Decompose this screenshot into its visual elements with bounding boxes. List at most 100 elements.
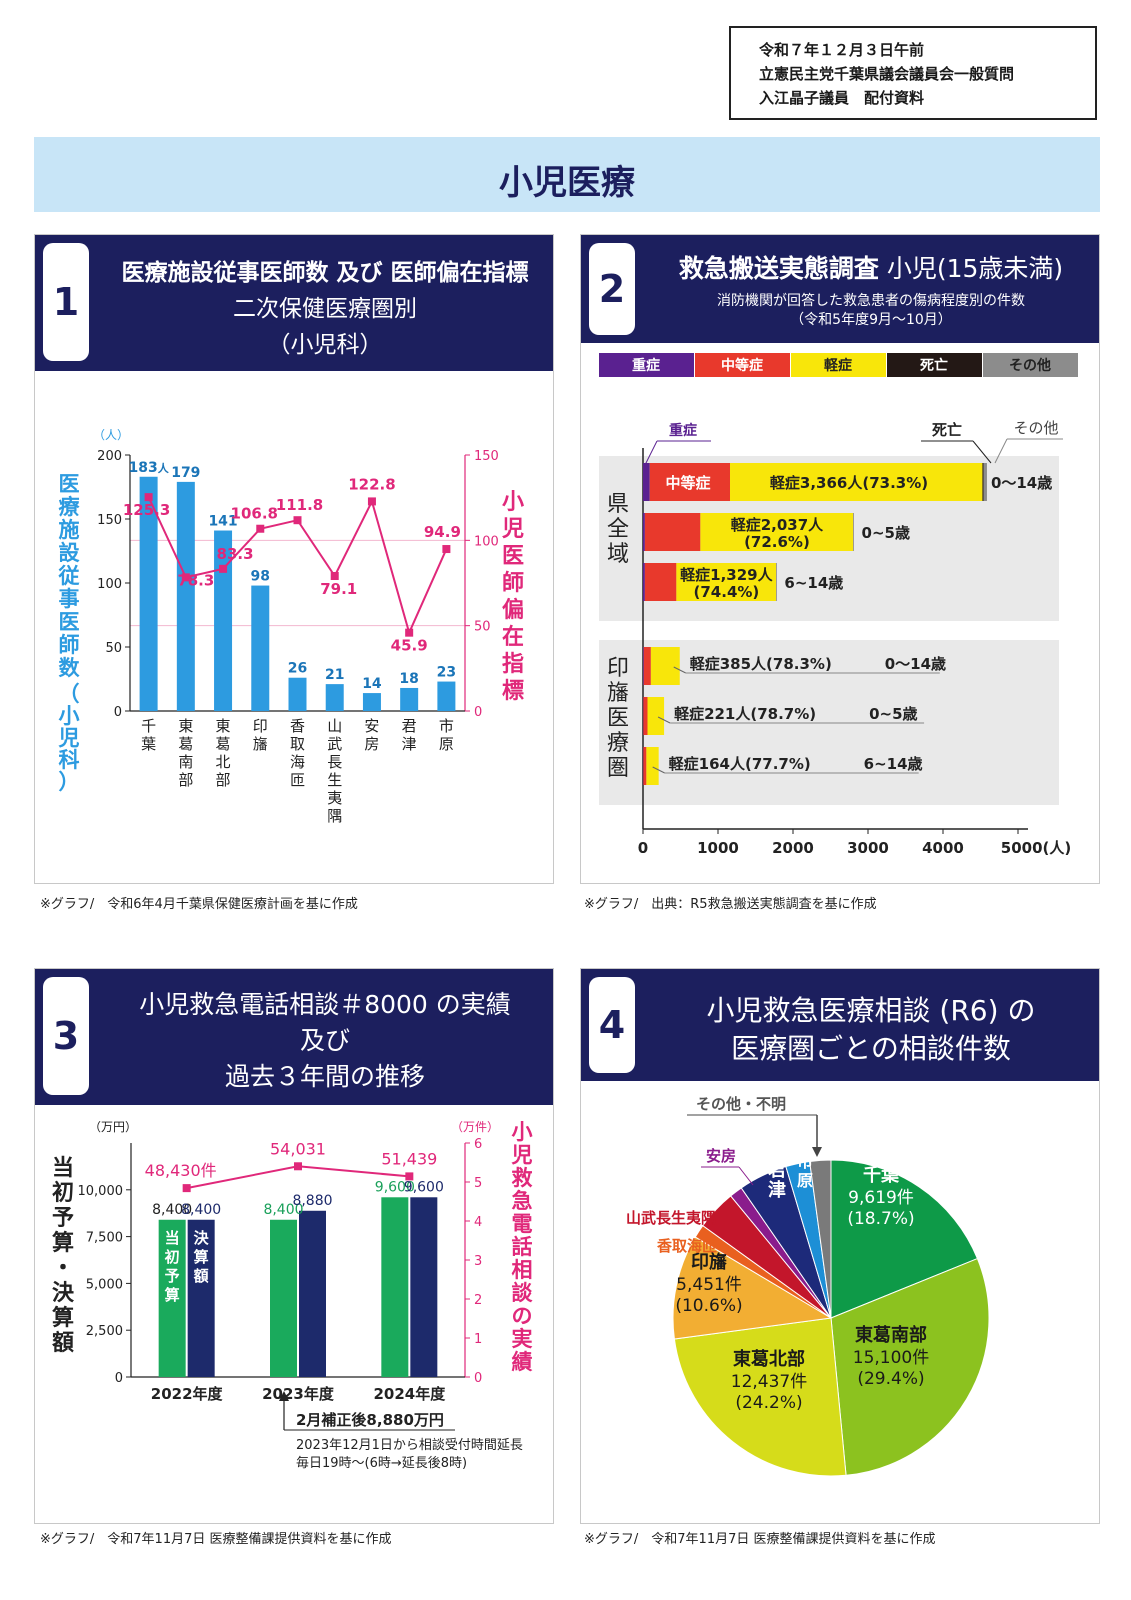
index-point-君津 xyxy=(405,628,414,637)
mild-label: 軽症2,037人 xyxy=(731,516,824,534)
bar-value-label: 98 xyxy=(251,569,270,585)
annotation-sub-1: 2023年12月1日から相談受付時間延長 xyxy=(296,1437,523,1453)
page-title: 小児医療 xyxy=(499,163,635,203)
mild-label: 軽症221人(78.7%) xyxy=(674,705,816,723)
panel-3-header: 3 小児救急電話相談＃8000 の実績 及び 過去３年間の推移 xyxy=(35,969,553,1105)
index-point-東葛南部 xyxy=(181,573,190,582)
right-tick-label: 5 xyxy=(474,1176,482,1191)
bar-安房 xyxy=(362,693,381,711)
left-tick-label: 7,500 xyxy=(86,1231,123,1246)
bar-initial-budget-2022年度 xyxy=(158,1219,186,1377)
consult-value-label: 51,439 xyxy=(381,1149,437,1168)
bar-value-label: 18 xyxy=(399,671,418,687)
legend-label-その他: その他 xyxy=(1009,357,1051,374)
age-label: 0〜14歳 xyxy=(991,474,1052,492)
bar-東葛北部 xyxy=(214,530,233,711)
header-line-2: 立憲民主党千葉県議会議員会一般質問 xyxy=(759,65,1015,83)
bar-segment-mild xyxy=(647,697,665,735)
legend-swatch-死亡 xyxy=(887,353,982,377)
panel-3: 3 小児救急電話相談＃8000 の実績 及び 過去３年間の推移 0 2,500 5,… xyxy=(34,968,554,1524)
consult-point-2024年度 xyxy=(405,1172,414,1181)
age-label: 6~14歳 xyxy=(864,755,923,773)
legend-label-死亡: 死亡 xyxy=(919,357,948,374)
category-label-2023年度: 2023年度 xyxy=(262,1385,335,1403)
right-axis-unit: （万件） xyxy=(451,1120,499,1134)
panel-3-title: 小児救急電話相談＃8000 の実績 xyxy=(139,990,511,1019)
bar-市原 xyxy=(437,681,456,711)
bar-segment-moderate xyxy=(644,513,701,551)
left-tick-label: 10,000 xyxy=(78,1184,124,1199)
category-label-2022年度: 2022年度 xyxy=(151,1385,224,1403)
right-tick-label: 0 xyxy=(474,705,482,720)
panel-3-number: 3 xyxy=(43,977,89,1095)
slice-count-東葛北部: 12,437件 xyxy=(731,1372,807,1392)
index-value-label: 78.3 xyxy=(177,571,214,589)
bar-value-label: 14 xyxy=(362,676,382,692)
bar-value-label: 26 xyxy=(288,661,307,677)
left-axis-title: 当初予算・決算額 xyxy=(52,1156,75,1356)
bar-東葛南部 xyxy=(176,481,195,711)
bar-value-label: 179 xyxy=(171,465,200,481)
callout-arrowhead-other xyxy=(812,1147,822,1157)
index-value-label: 45.9 xyxy=(391,637,428,655)
right-axis-title: 小児医師偏在指標 xyxy=(501,490,524,704)
left-tick-label: 150 xyxy=(97,513,122,528)
panel-4-caption: ※グラフ/ 令和7年11月7日 医療整備課提供資料を基に作成 xyxy=(584,1532,936,1547)
header-line-1: 令和７年１２月３日午前 xyxy=(759,41,925,59)
panel-3-chart: 0 2,500 5,000 7,500 10,000 0 1 2 3 4 5 6 （万円） （万件） 当初予… xyxy=(52,1120,534,1471)
settlement-value-label: 8,880 xyxy=(292,1193,332,1209)
annotation-main: 2月補正後8,880万円 xyxy=(296,1411,444,1429)
right-tick-label: 2 xyxy=(474,1293,482,1308)
budget-value-label: 8,400 xyxy=(152,1202,192,1218)
left-tick-label: 0 xyxy=(114,705,122,720)
bar-inner-label-settlement: 決算額 xyxy=(193,1229,210,1285)
bar-settlement-2023年度 xyxy=(299,1210,326,1377)
age-label: 6~14歳 xyxy=(784,574,843,592)
right-tick-label: 0 xyxy=(474,1371,482,1386)
slice-name-印旛: 印旛 xyxy=(691,1251,727,1273)
pie-slice-東葛南部 xyxy=(830,1257,990,1476)
category-label-君津: 君津 xyxy=(402,717,417,753)
callout-death: 死亡 xyxy=(932,421,962,439)
mild-label-percent: (72.6%) xyxy=(744,533,810,551)
legend-label-中等症: 中等症 xyxy=(721,357,763,374)
age-label: 0~5歳 xyxy=(869,705,917,723)
index-value-label: 83.3 xyxy=(217,545,254,563)
bar-segment-mild xyxy=(700,513,854,551)
left-tick-label: 200 xyxy=(97,449,122,464)
index-point-市原 xyxy=(442,545,451,554)
right-tick-label: 150 xyxy=(474,449,499,464)
panel-4-header: 4 小児救急医療相談 (R6) の 医療圏ごとの相談件数 xyxy=(581,969,1099,1081)
pie-slice-その他・不明 xyxy=(809,1159,832,1319)
settlement-value-label: 8,400 xyxy=(181,1202,221,1218)
index-value-label: 94.9 xyxy=(424,523,461,541)
panel-3-title-2: 及び xyxy=(299,1026,350,1055)
legend-label-重症: 重症 xyxy=(632,357,660,374)
age-label: 0~5歳 xyxy=(862,524,910,542)
bar-香取海匝 xyxy=(288,677,307,711)
right-tick-label: 1 xyxy=(474,1332,482,1347)
index-point-印旛 xyxy=(256,524,265,533)
category-label-山武長生夷隅: 山武長生夷隅 xyxy=(327,717,342,825)
slice-count-印旛: 5,451件 xyxy=(676,1275,742,1295)
x-tick-label: 4000 xyxy=(922,839,964,857)
legend-swatch-その他 xyxy=(983,353,1078,377)
slice-name-東葛北部: 東葛北部 xyxy=(733,1348,805,1370)
slice-percent-印旛: (10.6%) xyxy=(675,1296,742,1316)
bar-inner-label-budget: 当初予算 xyxy=(165,1229,180,1304)
mild-label-percent: (74.4%) xyxy=(694,583,760,601)
slice-name-香取海匝: 香取海匝 xyxy=(657,1237,717,1255)
settlement-value-label: 9,600 xyxy=(404,1179,444,1195)
index-value-label: 79.1 xyxy=(320,580,357,598)
group-label-県全域: 県全域 xyxy=(607,492,629,567)
callout-other: その他 xyxy=(1013,419,1058,437)
panel-1-caption: ※グラフ/ 令和6年4月千葉県保健医療計画を基に作成 xyxy=(40,897,358,912)
panel-2-caption: ※グラフ/ 出典：R5救急搬送実態調査を基に作成 xyxy=(584,897,877,912)
bar-initial-budget-2024年度 xyxy=(381,1197,409,1377)
left-axis-unit: （人） xyxy=(93,428,129,442)
bar-segment-moderate xyxy=(643,747,647,785)
panel-3-title-3: 過去３年間の推移 xyxy=(224,1062,425,1091)
consult-point-2022年度 xyxy=(182,1184,191,1193)
bar-segment-severe xyxy=(643,463,650,501)
bar-segment-moderate xyxy=(649,463,730,501)
